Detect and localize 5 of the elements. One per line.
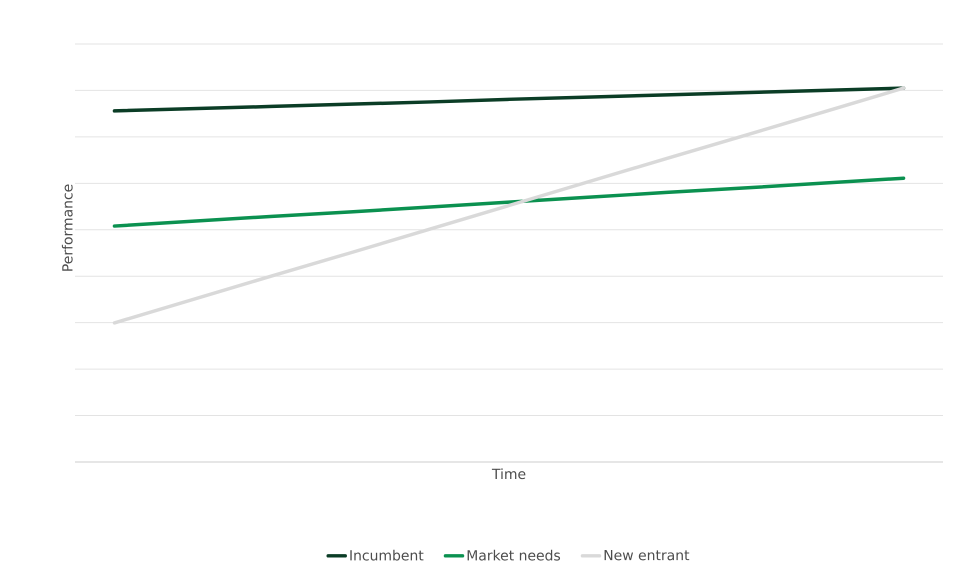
y-axis-title: Performance <box>62 184 73 271</box>
legend-label: Market needs <box>468 550 560 561</box>
x-axis-title: Time <box>492 468 526 480</box>
legend-label: New entrant <box>604 550 690 560</box>
legend-label: Incumbent <box>350 550 424 561</box>
